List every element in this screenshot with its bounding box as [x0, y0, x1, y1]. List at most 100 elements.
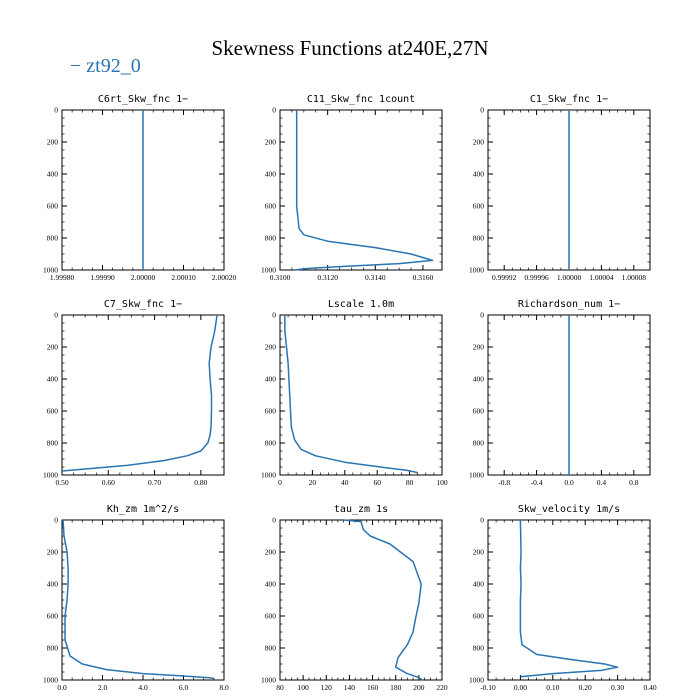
panel-title: tau_zm 1s: [334, 504, 388, 515]
chart-panel-2: C11_Skw_fnc 1count 0 200 400 600 800 10000.310…: [261, 94, 443, 282]
x-tick-label: 6.0: [179, 683, 189, 692]
y-tick-label: 800: [473, 234, 485, 243]
x-tick-label: 0.00: [514, 683, 527, 692]
plot-frame: [487, 519, 651, 681]
panel-title: C11_Skw_fnc 1count: [307, 94, 415, 105]
x-tick-label: 0.3120: [317, 273, 338, 282]
y-tick-label: 600: [265, 612, 277, 621]
x-tick-label: 0.40: [643, 683, 656, 692]
x-tick-label: 0.0: [564, 478, 574, 487]
series-line: [343, 519, 423, 681]
x-tick-label: 0.10: [546, 683, 559, 692]
x-tick-label: 1.99990: [90, 273, 115, 282]
x-tick-label: 2.00010: [171, 273, 196, 282]
x-tick-label: 2.00000: [131, 273, 156, 282]
y-tick-label: 200: [473, 138, 485, 147]
chart-panel-6: Richardson_num 1− 0 200 400 600 800 1000 -0.8 -0…: [469, 299, 651, 487]
y-tick-label: 600: [47, 202, 59, 211]
y-tick-label: 600: [265, 202, 277, 211]
x-tick-label: 0.80: [194, 478, 207, 487]
y-tick-label: 800: [265, 234, 277, 243]
x-tick-label: 1.00008: [622, 273, 647, 282]
x-tick-label: 40: [341, 478, 349, 487]
x-tick-label: 0.99996: [524, 273, 549, 282]
panel-title: C6rt_Skw_fnc 1−: [98, 94, 188, 105]
y-tick-label: 1000: [469, 676, 484, 685]
y-tick-label: 1000: [469, 266, 484, 275]
x-tick-label: 0.99992: [492, 273, 517, 282]
y-tick-label: 200: [265, 138, 277, 147]
panel-title: Kh_zm 1m^2/s: [107, 504, 179, 515]
series-line: [62, 519, 214, 680]
y-tick-label: 200: [473, 548, 485, 557]
y-tick-label: 400: [473, 375, 485, 384]
x-tick-label: 20: [309, 478, 317, 487]
y-tick-label: 400: [47, 170, 59, 179]
panel-title: Lscale 1.0m: [328, 299, 394, 310]
y-tick-label: 800: [265, 439, 277, 448]
series-line: [284, 315, 418, 474]
chart-panel-3: C1_Skw_fnc 1− 0 200 400 600 800 1000 0.99992 0.9…: [469, 94, 651, 282]
x-tick-label: 0.4: [597, 478, 607, 487]
panel-title: Skw_velocity 1m/s: [518, 504, 620, 515]
series-line: [519, 519, 619, 678]
x-tick-label: 8.0: [219, 683, 229, 692]
x-tick-label: 0.3140: [365, 273, 386, 282]
x-tick-label: 0.0: [57, 683, 67, 692]
y-tick-label: 400: [265, 170, 277, 179]
y-tick-label: 600: [473, 407, 485, 416]
y-tick-label: 0: [480, 311, 484, 320]
y-tick-label: 600: [473, 202, 485, 211]
y-tick-label: 200: [47, 343, 59, 352]
y-tick-label: 0: [54, 106, 58, 115]
x-tick-label: -0.10: [480, 683, 496, 692]
y-tick-label: 200: [473, 343, 485, 352]
series-line: [61, 314, 218, 472]
x-tick-label: 0.60: [102, 478, 115, 487]
y-tick-label: 1000: [469, 471, 484, 480]
chart-panel-9: Skw_velocity 1m/s 0 200 400 600 800 1000-0.10 0…: [469, 504, 657, 692]
y-tick-label: 800: [47, 644, 59, 653]
x-tick-label: 1.00000: [557, 273, 582, 282]
x-tick-label: 0.70: [148, 478, 161, 487]
series-line: [294, 110, 434, 271]
x-tick-label: 0.50: [55, 478, 68, 487]
y-tick-label: 400: [47, 375, 59, 384]
figure-title: Skewness Functions at240E,27N: [211, 36, 489, 60]
y-tick-label: 600: [47, 612, 59, 621]
panel-title: Richardson_num 1−: [518, 299, 620, 310]
y-tick-label: 1000: [43, 266, 58, 275]
y-tick-label: 400: [47, 580, 59, 589]
x-tick-label: -0.8: [498, 478, 510, 487]
y-tick-label: 0: [272, 106, 276, 115]
x-tick-label: 0.3100: [270, 273, 291, 282]
legend-label: zt92_0: [86, 55, 141, 77]
y-tick-label: 1000: [43, 471, 58, 480]
x-tick-label: 180: [390, 683, 402, 692]
x-tick-label: 80: [406, 478, 414, 487]
y-tick-label: 1000: [43, 676, 58, 685]
x-tick-label: 2.00020: [212, 273, 237, 282]
x-tick-label: 200: [413, 683, 425, 692]
y-tick-label: 0: [480, 516, 484, 525]
y-tick-label: 800: [473, 439, 485, 448]
y-tick-label: 800: [265, 644, 277, 653]
legend: − zt92_0: [70, 55, 141, 78]
y-tick-label: 800: [47, 234, 59, 243]
y-tick-label: 400: [473, 170, 485, 179]
y-tick-label: 400: [473, 580, 485, 589]
y-tick-label: 0: [54, 311, 58, 320]
y-tick-label: 1000: [261, 471, 276, 480]
y-tick-label: 200: [265, 548, 277, 557]
plot-frame: [61, 519, 225, 681]
x-tick-label: 4.0: [138, 683, 148, 692]
y-tick-label: 600: [473, 612, 485, 621]
y-tick-label: 0: [272, 311, 276, 320]
y-tick-label: 800: [47, 439, 59, 448]
